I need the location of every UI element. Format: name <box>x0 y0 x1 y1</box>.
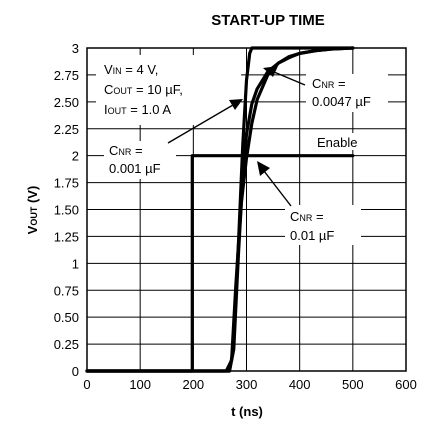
y-tick-label: 1.75 <box>54 176 79 191</box>
y-tick-label: 2.75 <box>54 68 79 83</box>
svg-text:0.01 µF: 0.01 µF <box>290 228 334 243</box>
y-tick-label: 1.50 <box>54 203 79 218</box>
arrow-line-cnr-00047 <box>273 71 306 86</box>
cnr-00047-annotation: CNR = 0.0047 µF <box>263 66 388 112</box>
svg-text:Enable: Enable <box>317 135 357 150</box>
svg-text:0.0047 µF: 0.0047 µF <box>312 94 371 109</box>
x-tick-label: 0 <box>83 377 90 392</box>
arrowhead-cnr-0001 <box>229 99 243 110</box>
x-axis-title: t (ns) <box>231 404 263 419</box>
svg-text:VOUT (V): VOUT (V) <box>25 186 40 235</box>
cnr-001-annotation: CNR = 0.01 µF <box>257 161 361 245</box>
x-tick-label: 400 <box>289 377 311 392</box>
y-tick-label: 2 <box>72 149 79 164</box>
x-tick-label: 300 <box>236 377 258 392</box>
y-tick-label: 0.50 <box>54 310 79 325</box>
enable-annotation: Enable <box>313 133 371 150</box>
cnr-0001-annotation: CNR = 0.001 µF <box>104 99 243 179</box>
x-tick-label: 100 <box>129 377 151 392</box>
arrow-line-cnr-0001 <box>167 104 234 144</box>
arrowhead-cnr-001 <box>257 161 270 176</box>
conditions-annotation: VIN = 4 V, COUT = 10 µF, IOUT = 1.0 A <box>96 55 241 125</box>
y-axis-title: VOUT (V) <box>25 186 40 235</box>
svg-text:CNR =: CNR = <box>109 143 143 158</box>
svg-text:VIN = 4 V,: VIN = 4 V, <box>104 62 158 77</box>
y-tick-label: 0.75 <box>54 283 79 298</box>
x-tick-label: 200 <box>182 377 204 392</box>
svg-text:IOUT = 1.0 A: IOUT = 1.0 A <box>104 102 171 117</box>
series-line-cnr-0-01-f <box>85 46 355 373</box>
y-tick-label: 2.25 <box>54 122 79 137</box>
svg-text:CNR =: CNR = <box>290 209 324 224</box>
y-tick-label: 2.50 <box>54 95 79 110</box>
svg-text:0.001 µF: 0.001 µF <box>109 161 161 176</box>
arrow-line-cnr-001 <box>263 170 292 207</box>
tick-labels: 0 100 200 300 400 500 600 0 0.25 0.50 0.75 1 1.25 1.5… <box>54 41 417 392</box>
y-tick-label: 3 <box>72 41 79 56</box>
x-tick-label: 600 <box>395 377 417 392</box>
y-tick-label: 0 <box>72 364 79 379</box>
y-tick-label: 1.25 <box>54 229 79 244</box>
plot-frame <box>86 47 407 372</box>
y-tick-label: 0.25 <box>54 337 79 352</box>
chart-title: START-UP TIME <box>211 12 325 29</box>
x-tick-label: 500 <box>342 377 364 392</box>
svg-text:CNR =: CNR = <box>312 76 346 91</box>
y-tick-label: 1 <box>72 256 79 271</box>
svg-text:COUT = 10 µF,: COUT = 10 µF, <box>104 82 183 97</box>
arrowhead-cnr-00047 <box>263 66 278 77</box>
